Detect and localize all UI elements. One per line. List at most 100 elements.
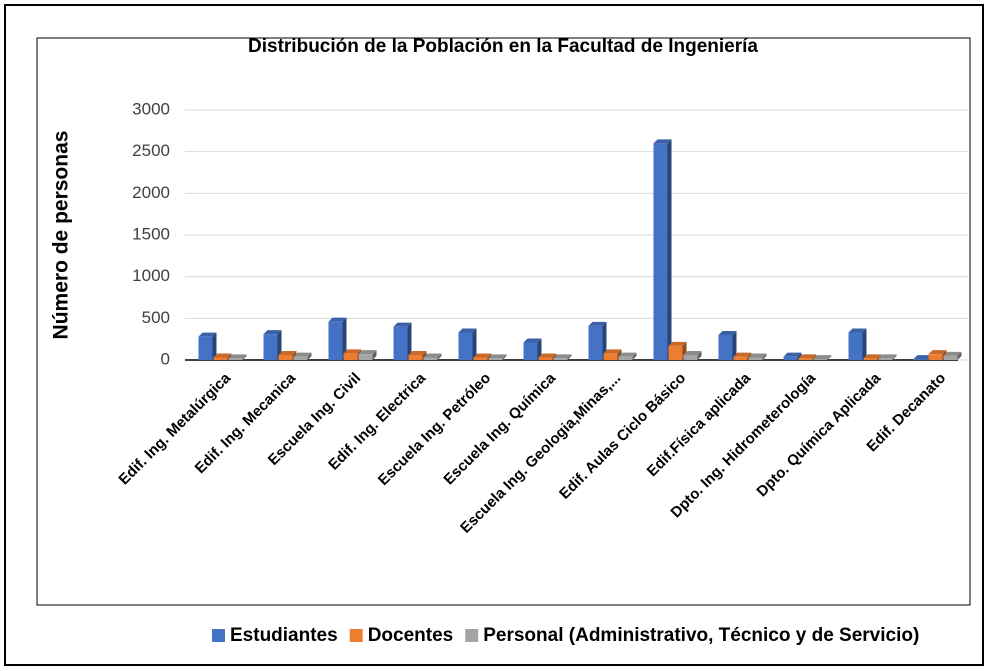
bar (523, 338, 542, 360)
bar-front (813, 359, 828, 360)
bar-front (343, 353, 358, 360)
bar (263, 330, 282, 360)
bar-front (863, 358, 878, 360)
bar-top (618, 352, 637, 357)
bar (943, 351, 962, 360)
bar-front (553, 358, 568, 360)
bar-side (277, 330, 282, 360)
bar-side (762, 353, 767, 360)
bar-top (408, 351, 427, 355)
bar-front (733, 356, 748, 360)
bar-top (198, 332, 217, 337)
bar-top (668, 341, 687, 346)
bar-top (863, 354, 882, 359)
bar-side (697, 351, 702, 360)
bar-side (437, 353, 442, 360)
bar-front (718, 335, 733, 360)
bar-top (878, 354, 897, 359)
bar-top (358, 350, 377, 355)
bar (393, 322, 412, 360)
bar (293, 352, 312, 360)
y-tick-label: 2000 (132, 183, 170, 202)
bar-top (603, 349, 622, 354)
bar (683, 351, 702, 360)
bar-side (732, 331, 737, 360)
bar-front (228, 358, 243, 360)
y-tick-label: 500 (142, 308, 170, 327)
bar-top (943, 351, 962, 356)
bar-side (567, 354, 572, 360)
bar-top (718, 331, 737, 335)
bar-top (458, 328, 477, 333)
bar-front (848, 332, 863, 360)
bar (653, 139, 672, 360)
bar-front (523, 342, 538, 360)
bar (718, 331, 737, 360)
y-tick-label: 2500 (132, 141, 170, 160)
bar-top (553, 354, 572, 359)
bar-side (212, 332, 217, 360)
bar-top (798, 354, 817, 359)
bar-front (748, 357, 763, 360)
bar-front (798, 358, 813, 360)
bar-side (407, 322, 412, 360)
bar (198, 332, 217, 360)
bar-top (473, 353, 492, 358)
bar-top (213, 353, 232, 358)
bar (878, 354, 897, 360)
y-tick-label: 1500 (132, 224, 170, 243)
bar (458, 328, 477, 360)
legend-swatch (349, 629, 363, 642)
bar-side (827, 355, 832, 360)
bar-front (668, 345, 683, 360)
bar-front (488, 358, 503, 360)
bar-front (408, 355, 423, 360)
bar-front (358, 354, 373, 360)
bar-front (683, 355, 698, 360)
bar-front (783, 356, 798, 360)
y-tick-label: 1000 (132, 266, 170, 285)
plot-frame (36, 37, 971, 606)
legend-label: Estudiantes (230, 625, 338, 646)
bar-side (812, 354, 817, 360)
bar-top (523, 338, 542, 343)
bar-top (813, 355, 832, 360)
legend-swatch (465, 629, 479, 642)
bar-side (372, 350, 377, 360)
bar-front (263, 334, 278, 360)
bar-top (783, 352, 802, 357)
bar-front (328, 321, 343, 360)
bar (423, 353, 442, 360)
bar-top (653, 139, 672, 144)
bar (748, 353, 767, 360)
bar-front (588, 325, 603, 360)
bar (848, 328, 867, 360)
y-tick-label: 0 (161, 349, 170, 368)
bar-top (538, 353, 557, 358)
bar (783, 352, 802, 360)
legend-swatch (212, 629, 225, 642)
bar-side (472, 328, 477, 360)
bar-side (862, 328, 867, 360)
bar-front (458, 332, 473, 360)
bar-front (653, 143, 668, 360)
bar-side (797, 352, 802, 360)
bar-front (913, 359, 928, 360)
legend: Estudiantes Docentes Personal (Administrat… (212, 625, 919, 646)
bar-top (683, 351, 702, 355)
bar-side (342, 317, 347, 360)
bar-front (943, 355, 958, 360)
bar (813, 355, 832, 360)
bar-top (488, 354, 507, 359)
y-axis-label: Número de personas (50, 131, 73, 340)
bar-front (213, 357, 228, 360)
bar-side (957, 351, 962, 360)
bar-top (913, 355, 932, 360)
bar-front (293, 356, 308, 360)
bar-top (588, 321, 607, 326)
bar-top (393, 322, 412, 327)
bar-top (228, 354, 247, 359)
bar-top (293, 352, 312, 357)
bar-side (892, 354, 897, 360)
